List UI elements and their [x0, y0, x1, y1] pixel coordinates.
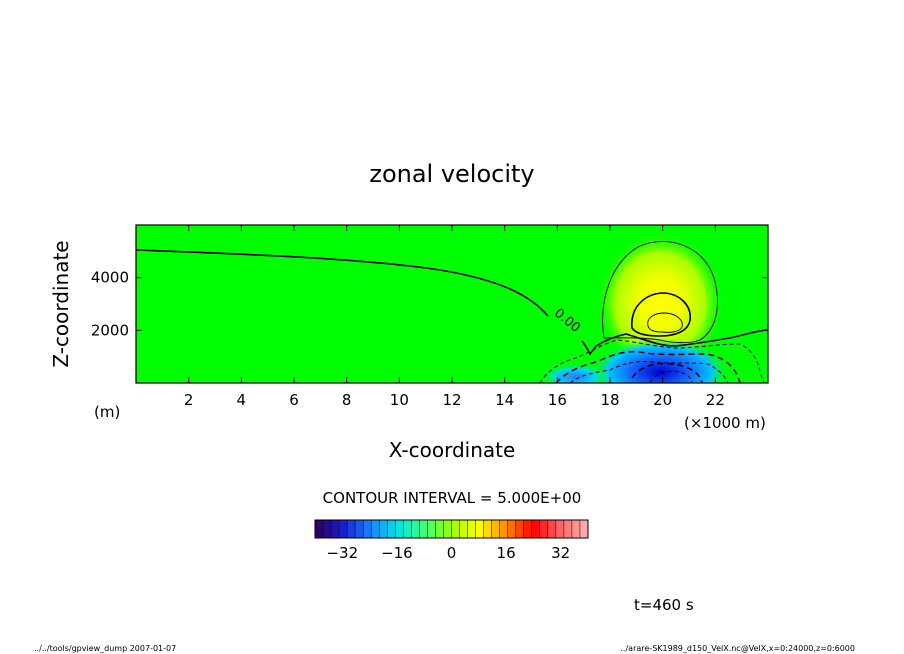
negative-minimum-shading: [590, 338, 730, 383]
colorbar-segment: [427, 520, 436, 538]
colorbar-segment: [371, 520, 380, 538]
contour-interval-text: CONTOUR INTERVAL = 5.000E+00: [323, 489, 582, 507]
colorbar-segment: [491, 520, 500, 538]
zero-contour-line: [136, 249, 768, 356]
x-tick-label: 8: [342, 391, 352, 409]
colorbar-segment: [523, 520, 533, 538]
negative-contour-outer: [539, 339, 765, 383]
colorbar-segment: [323, 520, 332, 538]
colorbar-segment: [571, 520, 581, 538]
x-tick-label: 18: [600, 391, 619, 409]
x-unit-label: (×1000 m): [684, 414, 766, 432]
colorbar-segment: [363, 520, 372, 538]
x-axis-label: X-coordinate: [389, 438, 516, 462]
negative-contour-4: [631, 362, 703, 383]
colorbar-segment: [451, 520, 460, 538]
positive-contour-inner: [647, 312, 683, 333]
x-tick-label: 6: [289, 391, 299, 409]
colorbar: [314, 520, 589, 538]
colorbar-tick-label: −32: [326, 544, 358, 562]
colorbar-segment: [419, 520, 428, 538]
colorbar-segment: [475, 520, 484, 538]
colorbar-frame: [314, 519, 589, 539]
colorbar-segment: [355, 520, 364, 538]
positive-maximum-shading: [596, 231, 724, 375]
positive-contour-outer: [602, 241, 718, 344]
x-tick-label: 12: [442, 391, 461, 409]
colorbar-segment: [315, 520, 324, 538]
colorbar-segment: [411, 520, 420, 538]
colorbar-segment: [539, 520, 549, 538]
colorbar-tick-label: 32: [551, 544, 570, 562]
colorbar-segment: [443, 520, 452, 538]
time-label: t=460 s: [634, 596, 694, 614]
footer-right: ../arare-SK1989_d150_VelX.nc@VelX,x=0:24…: [620, 644, 855, 653]
colorbar-segment: [467, 520, 476, 538]
colorbar-tick-label: 0: [447, 544, 457, 562]
colorbar-segment: [339, 520, 348, 538]
colorbar-segment: [459, 520, 468, 538]
x-tick-label: 22: [706, 391, 725, 409]
x-tick-label: 4: [237, 391, 247, 409]
x-axis-ticks: 2 4 6 8 10 12 14 16 18 20 22: [184, 225, 725, 409]
colorbar-segment: [531, 520, 541, 538]
x-tick-label: 16: [548, 391, 567, 409]
y-unit-label: (m): [94, 403, 120, 421]
colorbar-segment: [499, 520, 509, 538]
negative-contour-5: [649, 370, 693, 383]
plot-area: 0.00: [136, 225, 768, 383]
negative-secondary-shading: [541, 363, 609, 383]
y-tick-label: 4000: [91, 269, 129, 287]
colorbar-tick-label: 16: [497, 544, 516, 562]
colorbar-segment: [435, 520, 444, 538]
colorbar-segment: [547, 520, 557, 538]
positive-contour-middle: [631, 292, 691, 337]
chart-title: zonal velocity: [369, 160, 534, 188]
colorbar-segment: [395, 520, 404, 538]
colorbar-segment: [331, 520, 340, 538]
colorbar-segment: [515, 520, 525, 538]
x-tick-label: 20: [653, 391, 672, 409]
y-tick-label: 2000: [91, 321, 129, 339]
x-tick-label: 2: [184, 391, 194, 409]
colorbar-segment: [507, 520, 517, 538]
colorbar-segment: [347, 520, 356, 538]
footer-left: ../../tools/gpview_dump 2007-01-07: [34, 644, 176, 653]
negative-contour-3: [569, 361, 729, 383]
x-tick-label: 14: [495, 391, 514, 409]
y-axis-ticks: 2000 4000: [91, 269, 768, 339]
colorbar-segment: [387, 520, 396, 538]
colorbar-segment: [403, 520, 412, 538]
colorbar-ticks: −32 −16 0 16 32: [326, 544, 570, 562]
y-axis-label: Z-coordinate: [49, 240, 73, 367]
colorbar-segment: [579, 520, 589, 538]
colorbar-tick-label: −16: [381, 544, 413, 562]
negative-contour-2: [555, 350, 741, 383]
colorbar-segment: [563, 520, 573, 538]
colorbar-segment: [483, 520, 492, 538]
colorbar-segment: [379, 520, 388, 538]
colorbar-segment: [555, 520, 565, 538]
x-tick-label: 10: [390, 391, 409, 409]
